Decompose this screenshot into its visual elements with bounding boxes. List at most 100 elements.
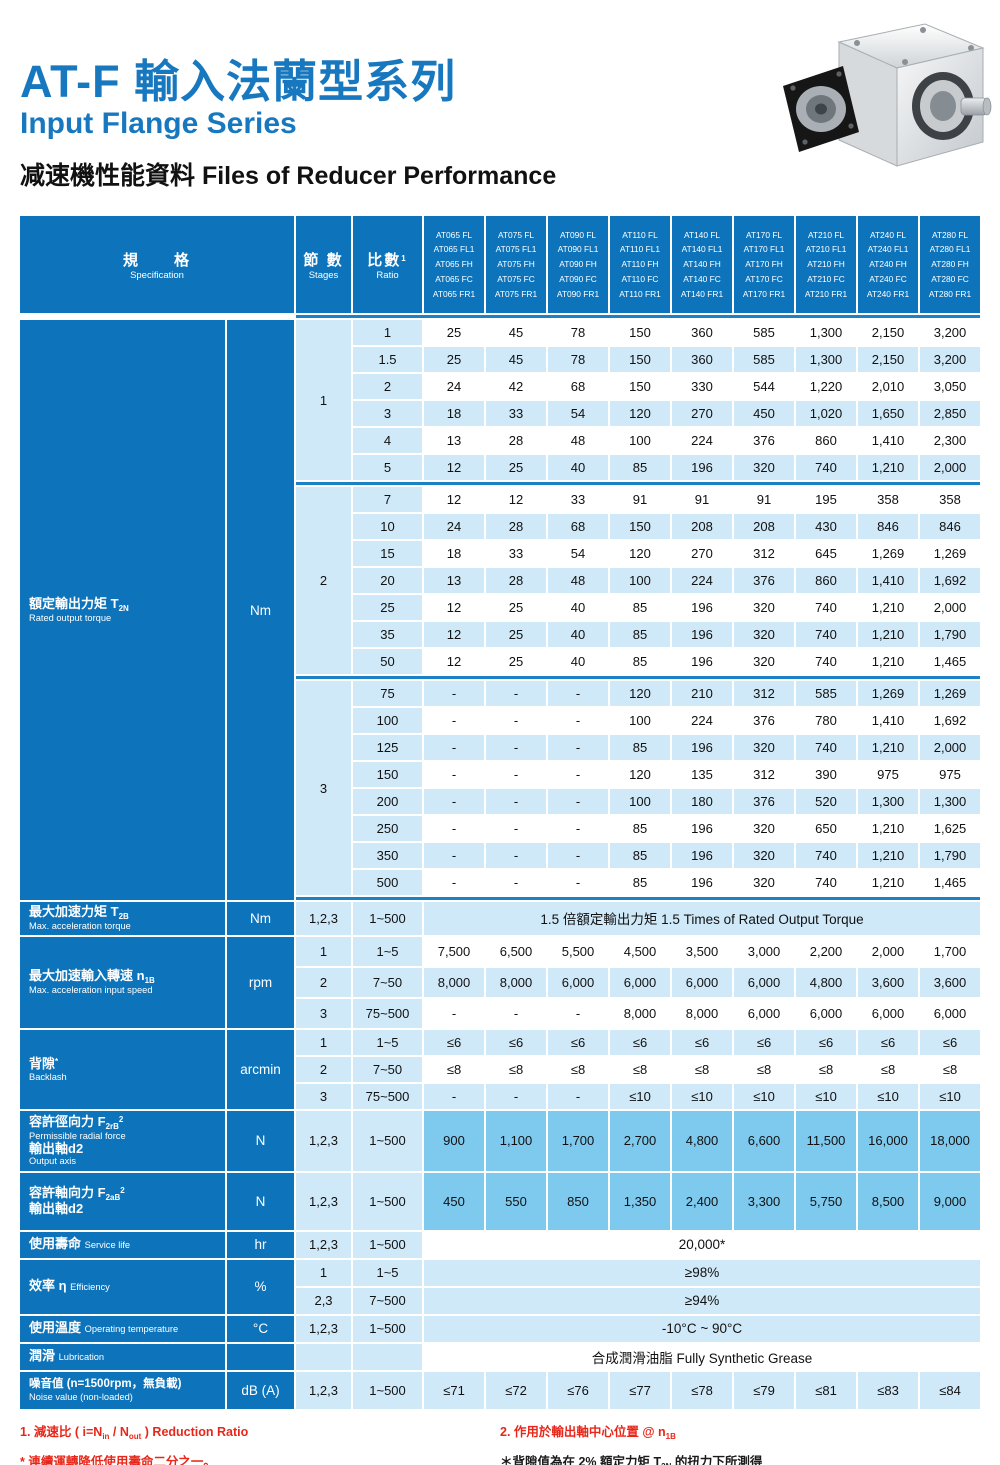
value-cell: - — [548, 762, 609, 787]
ratio-cell: 125 — [353, 735, 423, 760]
value-cell: 5,500 — [548, 936, 609, 966]
table-header-row: 規 格 Specification 節 數 Stages 比數1 Ratio AT065 F… — [20, 216, 981, 313]
value-cell: 312 — [734, 681, 795, 706]
accel-speed-row: 2 7~50 8,000 8,000 6,000 6,000 6,000 6,000 4,800… — [20, 967, 981, 997]
value-cell: 224 — [672, 428, 733, 453]
stages-header: 節 數 Stages — [296, 216, 352, 313]
ratio-cell: 500 — [353, 870, 423, 895]
value-cell: ≤8 — [424, 1056, 485, 1082]
value-cell: 8,000 — [424, 967, 485, 997]
backlash-row: 3 75~500- - - ≤10 ≤10 ≤10 ≤10 ≤10 ≤10 — [20, 1083, 981, 1109]
unit-cell: dB (A) — [227, 1371, 295, 1409]
value-cell: 1,790 — [920, 843, 981, 868]
value-cell: 48 — [548, 568, 609, 593]
value-cell: 18 — [424, 541, 485, 566]
value-cell: 1,210 — [858, 843, 919, 868]
torque-row: 150- - -120 135 312 390 975 975 — [20, 762, 981, 787]
page-title: AT-F 輸入法蘭型系列 — [20, 56, 457, 107]
separator-line — [296, 676, 981, 679]
value-cell: 150 — [610, 374, 671, 399]
value-cell: 2,200 — [796, 936, 857, 966]
value-cell: 85 — [610, 595, 671, 620]
model-header: AT065 FL AT065 FL1 AT065 FH AT065 FC AT065 F… — [424, 216, 485, 313]
ratio-header: 比數1 Ratio — [353, 216, 423, 313]
ratio-cell: 1~500 — [353, 1110, 423, 1171]
value-cell: 846 — [920, 514, 981, 539]
value-cell: - — [424, 870, 485, 895]
value-cell: - — [486, 870, 547, 895]
value-cell: 1,692 — [920, 708, 981, 733]
value-cell: 78 — [548, 320, 609, 345]
noise-label: 噪音值 (n=1500rpm，無負載) Noise value (non-load… — [20, 1371, 225, 1409]
value-cell: 1,220 — [796, 374, 857, 399]
ratio-cell: 75 — [353, 681, 423, 706]
value-cell: 1,410 — [858, 568, 919, 593]
value-cell: 358 — [858, 487, 919, 512]
value-cell: ≤79 — [734, 1371, 795, 1409]
value-cell: 1,210 — [858, 622, 919, 647]
value-cell: 85 — [610, 735, 671, 760]
torque-row: 350- - -85 196 320 740 1,210 1,790 — [20, 843, 981, 868]
ratio-cell: 1.5 — [353, 347, 423, 372]
value-cell: 6,000 — [548, 967, 609, 997]
value-cell: 8,000 — [610, 998, 671, 1028]
torque-row: 35 12 25 40 85 196 320 740 1,210 1,790 — [20, 622, 981, 647]
unit-cell: Nm — [227, 902, 295, 935]
value-cell: 6,000 — [672, 967, 733, 997]
value-cell: 9,000 — [920, 1172, 981, 1230]
page-header: AT-F 輸入法蘭型系列 Input Flange Series 减速機性能資料… — [0, 0, 1000, 212]
value-cell: 585 — [734, 320, 795, 345]
stage-separator-row — [20, 482, 981, 485]
value-cell: 900 — [424, 1110, 485, 1171]
stage-cell: 1 — [296, 936, 352, 966]
value-cell: - — [486, 735, 547, 760]
ratio-cell: 20 — [353, 568, 423, 593]
value-cell: 846 — [858, 514, 919, 539]
value-cell: 196 — [672, 735, 733, 760]
stage-cell: 2 — [296, 487, 352, 674]
value-cell: 1,700 — [920, 936, 981, 966]
ratio-cell: 7~50 — [353, 1056, 423, 1082]
value-cell: 16,000 — [858, 1110, 919, 1171]
spec-table: 規 格 Specification 節 數 Stages 比數1 Ratio AT065 F… — [18, 214, 982, 1411]
value-cell: 1,790 — [920, 622, 981, 647]
accel-torque-row: 最大加速力矩 T2B Max. acceleration torque Nm 1,2,… — [20, 902, 981, 935]
ratio-cell: 1~500 — [353, 1231, 423, 1258]
value-cell: 196 — [672, 455, 733, 480]
stage-cell: 1 — [296, 1259, 352, 1286]
value-cell: - — [548, 816, 609, 841]
value-cell: ≤71 — [424, 1371, 485, 1409]
value-cell: 312 — [734, 762, 795, 787]
value-cell: 196 — [672, 622, 733, 647]
value-cell: - — [486, 708, 547, 733]
stage-separator-row — [20, 315, 981, 318]
value-cell: 320 — [734, 649, 795, 674]
value-cell: 196 — [672, 870, 733, 895]
value-cell: 3,000 — [734, 936, 795, 966]
value-cell: 2,700 — [610, 1110, 671, 1171]
value-cell: 100 — [610, 708, 671, 733]
value-cell: 740 — [796, 870, 857, 895]
axial-force-label: 容許軸向力 F2aB2 輸出軸d2 — [20, 1172, 225, 1230]
value-cell: 320 — [734, 455, 795, 480]
torque-row: 50 12 25 40 85 196 320 740 1,210 1,465 — [20, 649, 981, 674]
value-cell: ≤8 — [610, 1056, 671, 1082]
ratio-cell: 4 — [353, 428, 423, 453]
value-cell: 1,300 — [796, 347, 857, 372]
model-header: AT090 FL AT090 FL1 AT090 FH AT090 FC AT090 F… — [548, 216, 609, 313]
value-cell: 7,500 — [424, 936, 485, 966]
value-cell: 1,269 — [920, 681, 981, 706]
value-cell: 25 — [486, 595, 547, 620]
value-cell: 1,210 — [858, 735, 919, 760]
value-cell: 合成潤滑油脂 Fully Synthetic Grease — [424, 1343, 981, 1370]
service-life-label: 使用壽命 Service life — [20, 1231, 225, 1258]
value-cell: 2,150 — [858, 320, 919, 345]
value-cell: 1,700 — [548, 1110, 609, 1171]
value-cell: 650 — [796, 816, 857, 841]
model-header: AT240 FL AT240 FL1 AT240 FH AT240 FC AT240 F… — [858, 216, 919, 313]
ratio-cell: 3 — [353, 401, 423, 426]
value-cell: ≤81 — [796, 1371, 857, 1409]
value-cell: 150 — [610, 347, 671, 372]
stage-cell: 1,2,3 — [296, 902, 352, 935]
